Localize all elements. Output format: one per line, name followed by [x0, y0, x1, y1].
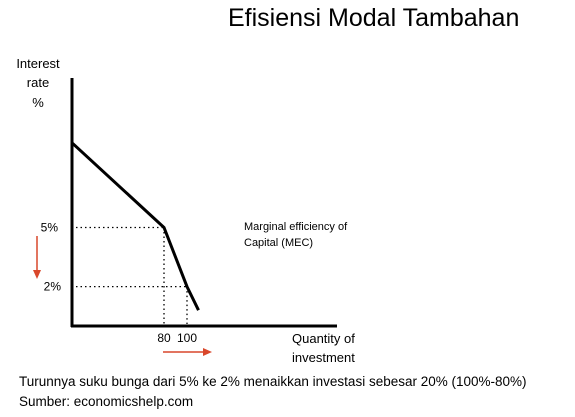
right-arrow-head: [203, 348, 212, 356]
xlabel-line-2: investment: [292, 350, 355, 365]
down-arrow-head: [33, 270, 41, 279]
series-line-mec: [70, 141, 200, 311]
ylabel-line-3: %: [32, 95, 44, 110]
series-label-line-2: Capital (MEC): [244, 237, 313, 249]
y-tick-label-2: 2%: [44, 280, 62, 294]
caption-source: Sumber: economicshelp.com: [19, 394, 194, 409]
xlabel-line-1: Quantity of: [292, 331, 355, 346]
x-tick-label-100: 100: [177, 331, 197, 345]
slide-title: Efisiensi Modal Tambahan: [228, 4, 520, 32]
caption-explanation: Turunnya suku bunga dari 5% ke 2% menaik…: [19, 374, 527, 389]
ylabel-line-1: Interest: [16, 56, 60, 71]
x-tick-label-80: 80: [157, 331, 171, 345]
y-tick-label-5: 5%: [41, 221, 59, 235]
ylabel-line-2: rate: [27, 75, 49, 90]
series-label-line-1: Marginal efficiency of: [244, 221, 348, 233]
